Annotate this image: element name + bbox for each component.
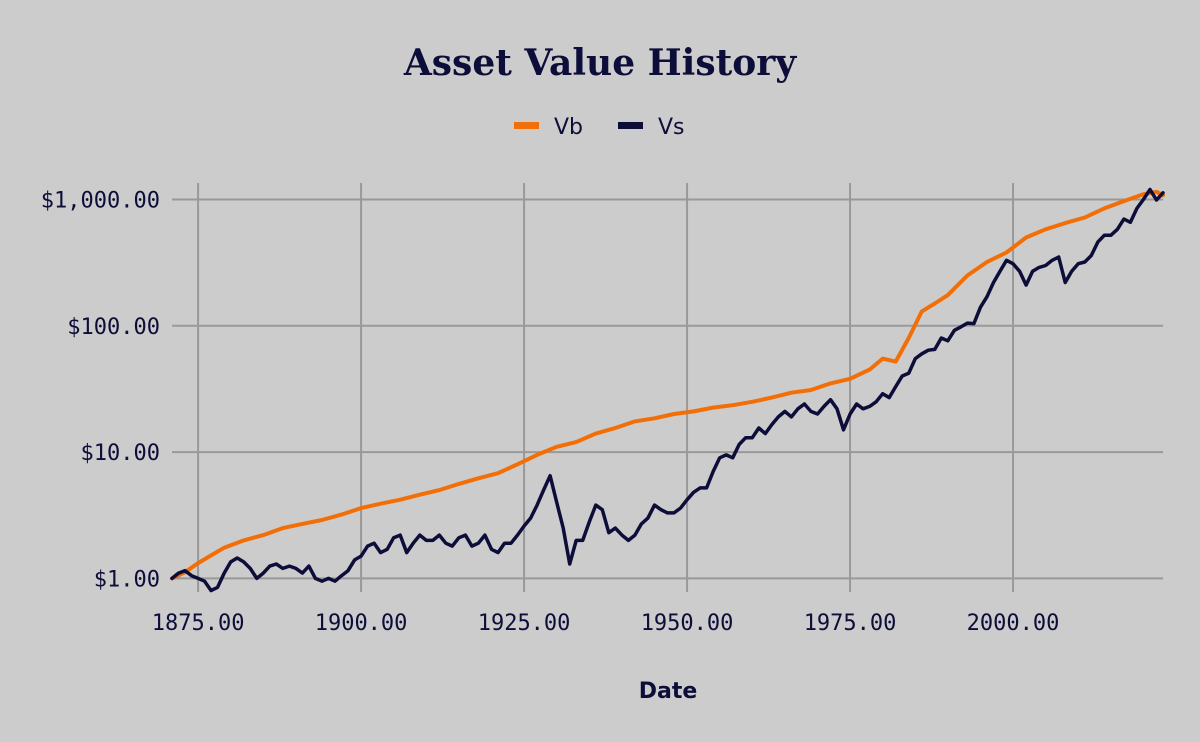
legend-swatch-vb xyxy=(514,122,539,129)
legend-swatch-vs xyxy=(618,122,643,129)
y-tick-label: $100.00 xyxy=(67,315,160,340)
x-axis: 1875.00 1900.00 1925.00 1950.00 1975.00 2000.… xyxy=(152,611,1060,636)
x-tick-label: 1925.00 xyxy=(478,611,571,636)
x-axis-title: Date xyxy=(639,679,698,704)
legend-item-vs[interactable]: Vs xyxy=(618,115,685,140)
legend-label-vs: Vs xyxy=(658,115,685,140)
legend: Vb Vs xyxy=(514,115,685,140)
y-tick-label: $1,000.00 xyxy=(41,188,160,213)
x-tick-label: 1975.00 xyxy=(804,611,897,636)
y-tick-label: $1.00 xyxy=(94,567,160,592)
series-line-vs xyxy=(170,187,1165,593)
grid xyxy=(172,183,1163,592)
x-tick-label: 1950.00 xyxy=(641,611,734,636)
plot-area xyxy=(170,187,1165,593)
legend-label-vb: Vb xyxy=(554,115,583,140)
y-axis: $1.00 $10.00 $100.00 $1,000.00 xyxy=(41,188,160,592)
x-tick-label: 1875.00 xyxy=(152,611,245,636)
y-tick-label: $10.00 xyxy=(81,441,160,466)
series-line-vb xyxy=(170,189,1165,581)
legend-item-vb[interactable]: Vb xyxy=(514,115,583,140)
x-tick-label: 2000.00 xyxy=(967,611,1060,636)
chart-title: Asset Value History xyxy=(403,42,797,84)
x-tick-label: 1900.00 xyxy=(315,611,408,636)
